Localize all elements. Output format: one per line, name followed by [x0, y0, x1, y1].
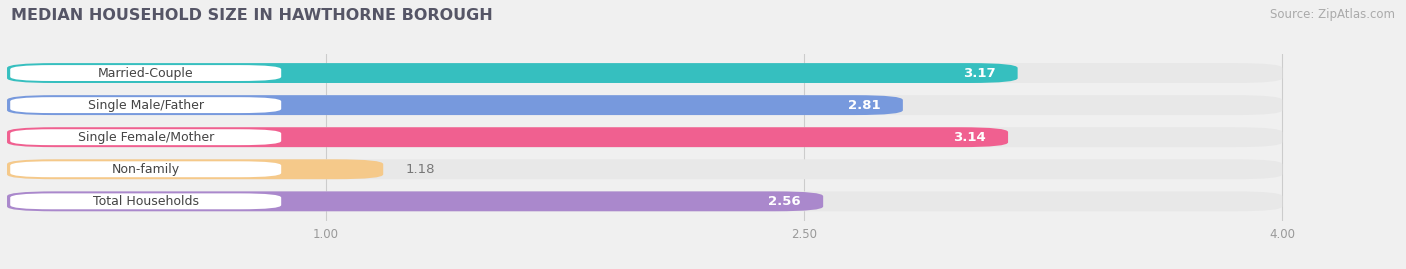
- FancyBboxPatch shape: [7, 192, 823, 211]
- FancyBboxPatch shape: [7, 159, 384, 179]
- FancyBboxPatch shape: [7, 95, 903, 115]
- FancyBboxPatch shape: [7, 63, 1018, 83]
- Text: MEDIAN HOUSEHOLD SIZE IN HAWTHORNE BOROUGH: MEDIAN HOUSEHOLD SIZE IN HAWTHORNE BOROU…: [11, 8, 494, 23]
- FancyBboxPatch shape: [7, 127, 1008, 147]
- FancyBboxPatch shape: [7, 95, 1282, 115]
- Text: Single Female/Mother: Single Female/Mother: [77, 131, 214, 144]
- Text: Source: ZipAtlas.com: Source: ZipAtlas.com: [1270, 8, 1395, 21]
- Text: Total Households: Total Households: [93, 195, 198, 208]
- FancyBboxPatch shape: [7, 192, 1282, 211]
- Text: Single Male/Father: Single Male/Father: [87, 99, 204, 112]
- Text: Married-Couple: Married-Couple: [98, 66, 194, 80]
- FancyBboxPatch shape: [10, 97, 281, 113]
- FancyBboxPatch shape: [7, 159, 1282, 179]
- FancyBboxPatch shape: [10, 161, 281, 177]
- Text: 2.81: 2.81: [848, 99, 880, 112]
- FancyBboxPatch shape: [10, 65, 281, 81]
- FancyBboxPatch shape: [7, 127, 1282, 147]
- Text: 3.14: 3.14: [953, 131, 986, 144]
- FancyBboxPatch shape: [7, 63, 1282, 83]
- Text: 3.17: 3.17: [963, 66, 995, 80]
- Text: Non-family: Non-family: [111, 163, 180, 176]
- FancyBboxPatch shape: [10, 129, 281, 145]
- FancyBboxPatch shape: [10, 193, 281, 209]
- Text: 2.56: 2.56: [768, 195, 801, 208]
- Text: 1.18: 1.18: [405, 163, 434, 176]
